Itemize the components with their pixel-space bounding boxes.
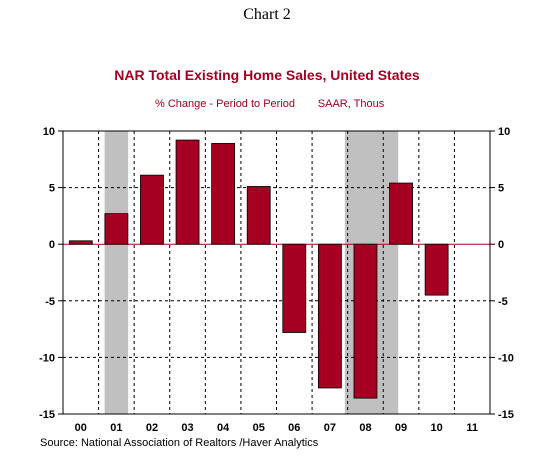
chart-units: SAAR, Thous — [318, 98, 385, 110]
chart-title: NAR Total Existing Home Sales, United St… — [114, 67, 420, 83]
bar-07 — [317, 243, 342, 389]
recession-shade-0 — [104, 131, 129, 414]
bar-02 — [140, 174, 164, 245]
plot-frame — [62, 130, 491, 415]
x-tick-label: 02 — [146, 422, 158, 434]
y-tick-label-left: 0 — [49, 239, 55, 251]
x-tick-label: 10 — [431, 422, 443, 434]
bar-08 — [353, 243, 378, 399]
y-tick-label-right: -10 — [498, 352, 514, 364]
y-tick-label-right: 10 — [498, 126, 510, 138]
bar-06 — [282, 243, 307, 333]
bar-01 — [104, 213, 129, 245]
source-note: Source: National Association of Realtors… — [40, 437, 319, 449]
y-tick-label-left: -10 — [39, 352, 55, 364]
y-tick-label-left: 10 — [43, 126, 55, 138]
x-tick-label: 09 — [395, 422, 407, 434]
y-tick-label-left: -5 — [45, 296, 55, 308]
x-tick-label: 08 — [359, 422, 371, 434]
x-tick-label: 01 — [110, 422, 122, 434]
y-tick-label-right: 5 — [498, 183, 504, 195]
x-tick-label: 07 — [324, 422, 336, 434]
bar-09 — [389, 182, 413, 245]
bar-10 — [424, 243, 449, 296]
y-tick-label-right: -5 — [498, 296, 508, 308]
bar-05 — [246, 186, 271, 245]
x-tick-label: 06 — [288, 422, 300, 434]
x-tick-label: 03 — [181, 422, 193, 434]
y-tick-label-left: -15 — [39, 409, 55, 421]
x-tick-label: 05 — [253, 422, 265, 434]
y-tick-label-right: 0 — [498, 239, 504, 251]
y-tick-label-right: -15 — [498, 409, 514, 421]
bar-00 — [68, 240, 93, 245]
x-tick-label: 04 — [217, 422, 230, 434]
x-tick-label: 11 — [466, 422, 478, 434]
x-tick-label: 00 — [75, 422, 87, 434]
y-tick-label-left: 5 — [49, 183, 55, 195]
bar-03 — [175, 139, 200, 245]
chart-subtitle: % Change - Period to Period — [155, 98, 295, 110]
bar-04 — [211, 143, 236, 245]
chart-heading: Chart 2 — [243, 6, 291, 23]
